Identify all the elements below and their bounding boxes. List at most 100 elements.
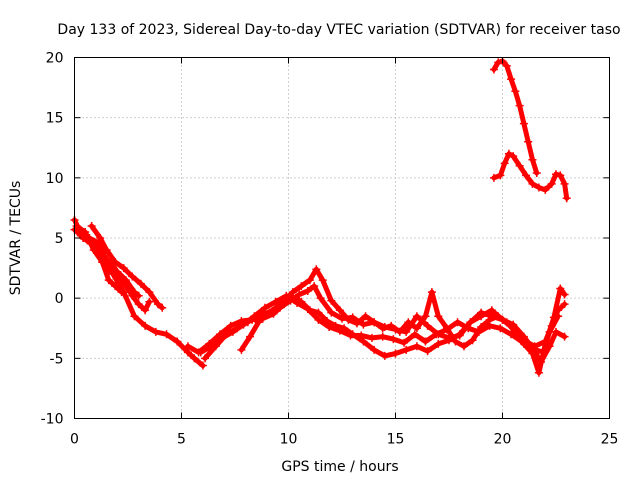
data-point (549, 313, 558, 322)
data-point (500, 159, 509, 168)
data-point (515, 161, 524, 170)
data-point (96, 248, 105, 257)
data-point (434, 312, 443, 321)
data-point (327, 296, 336, 305)
data-point (297, 282, 306, 291)
data-point (507, 330, 516, 339)
y-tick-labels: -10 -5 0 5 10 15 20 (41, 51, 64, 428)
x-tick-labels: 0 5 10 15 20 25 (70, 432, 618, 448)
data-point (145, 297, 154, 306)
data-point (310, 282, 319, 291)
x-tick-label: 0 (70, 432, 79, 448)
data-point (314, 308, 323, 317)
data-point (295, 290, 304, 299)
series-line-track-4 (89, 223, 165, 311)
data-point (198, 361, 207, 370)
data-point (423, 321, 432, 330)
data-point (552, 170, 560, 179)
y-tick-label: 10 (46, 171, 64, 187)
data-point (507, 75, 516, 84)
data-point (494, 58, 503, 67)
data-point (552, 327, 560, 336)
data-point (489, 173, 498, 182)
data-point (145, 288, 154, 297)
data-point (496, 171, 505, 180)
data-point (477, 308, 486, 317)
y-tick-label: -10 (41, 412, 64, 428)
data-point (524, 137, 533, 146)
data-point (327, 308, 336, 317)
data-point (104, 276, 113, 285)
data-point (477, 323, 486, 332)
data-point (502, 318, 511, 327)
data-point (378, 332, 387, 341)
data-point (519, 339, 528, 348)
data-point (316, 294, 325, 303)
data-point (532, 169, 541, 178)
data-point (434, 330, 443, 339)
data-point (560, 332, 569, 341)
data-point (243, 318, 252, 327)
data-point (173, 337, 182, 346)
data-point (387, 321, 396, 330)
data-point (451, 337, 460, 346)
data-point (427, 288, 436, 297)
data-point (528, 349, 537, 358)
data-point (412, 324, 421, 333)
data-point (352, 319, 361, 328)
data-point (442, 324, 451, 333)
data-point (222, 330, 231, 339)
data-point (109, 262, 118, 271)
data-point (128, 272, 137, 281)
series-line-track-9 (238, 266, 568, 376)
data-point (312, 265, 321, 274)
data-point (201, 354, 210, 363)
data-point (183, 342, 192, 351)
grid-lines (74, 57, 610, 419)
data-point (489, 65, 498, 74)
data-point (359, 320, 368, 329)
data-point (115, 272, 124, 281)
data-point (455, 331, 464, 340)
data-point (534, 368, 543, 377)
data-point (370, 345, 379, 354)
data-point (541, 339, 550, 348)
data-point (76, 231, 85, 240)
data-point (528, 155, 537, 164)
data-point (325, 323, 334, 332)
data-point (395, 327, 404, 336)
data-point (519, 119, 528, 128)
data-point (391, 349, 400, 358)
data-point (141, 321, 150, 330)
data-point (121, 282, 130, 291)
data-point (421, 312, 430, 321)
data-point (111, 258, 120, 267)
data-point (402, 345, 411, 354)
data-point (367, 333, 376, 342)
data-point (141, 306, 150, 315)
data-point (468, 336, 477, 345)
data-point (136, 279, 145, 288)
axis-ticks (74, 57, 610, 419)
data-point (541, 185, 550, 194)
y-tick-label: -5 (50, 351, 64, 367)
data-point (466, 318, 475, 327)
data-point (502, 61, 511, 70)
data-point (162, 330, 171, 339)
data-point (453, 318, 462, 327)
data-point (459, 342, 468, 351)
data-point (511, 327, 520, 336)
data-point (196, 348, 205, 357)
data-point (560, 300, 569, 309)
y-tick-label: 5 (55, 231, 64, 247)
y-tick-label: 15 (46, 111, 64, 127)
data-point (346, 331, 355, 340)
data-point (102, 246, 111, 255)
data-point (111, 282, 120, 291)
chart-title: Day 133 of 2023, Sidereal Day-to-day VTE… (57, 22, 620, 38)
data-point (305, 276, 314, 285)
data-point (357, 331, 366, 340)
data-point (98, 258, 107, 267)
data-point (303, 286, 312, 295)
